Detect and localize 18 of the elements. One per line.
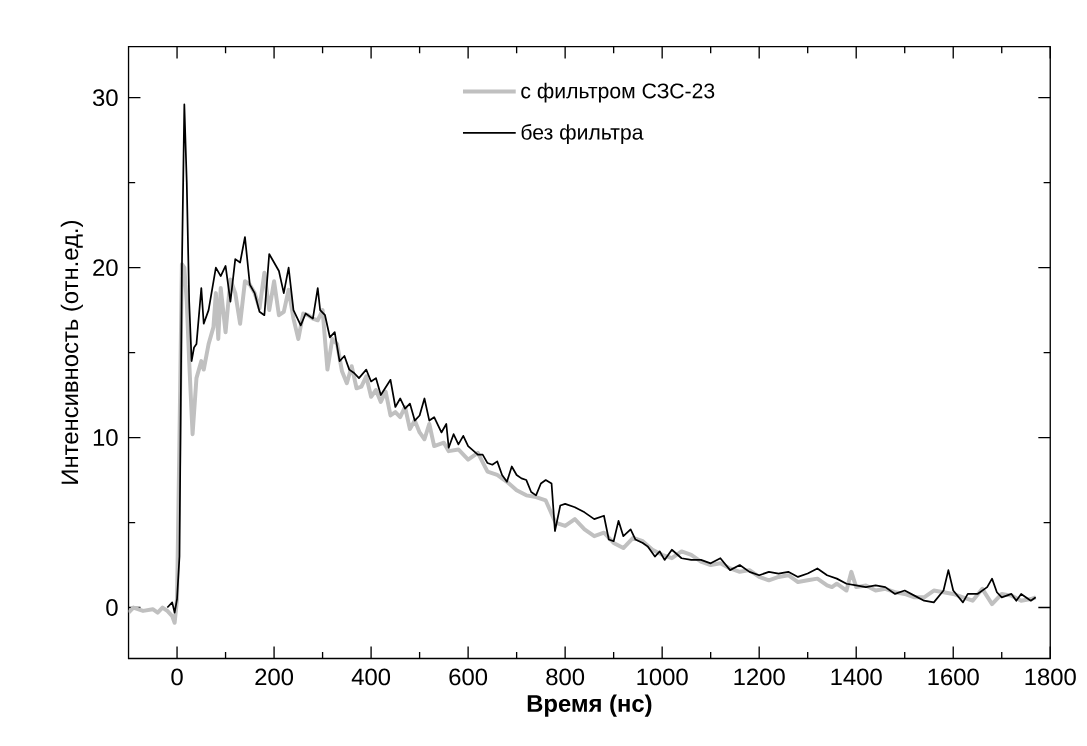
x-axis-title: Время (нс)	[527, 694, 652, 717]
x-tick-label: 600	[449, 668, 488, 686]
x-tick-label: 200	[255, 668, 294, 686]
x-tick-label: 1000	[637, 668, 688, 686]
legend-label: без фильтра	[521, 124, 644, 144]
x-tick-label: 400	[351, 668, 391, 686]
y-axis-title: Интенсивность (отн.ед.)	[60, 221, 83, 484]
x-tick-label: 0	[171, 668, 183, 686]
x-tick-label: 1400	[831, 668, 882, 686]
x-tick-label: 800	[546, 668, 585, 686]
y-tick-label: 10	[93, 429, 118, 447]
legend-label: с фильтром СЗС-23	[521, 82, 715, 103]
y-tick-label: 20	[93, 259, 118, 277]
y-tick-label: 30	[92, 89, 118, 107]
x-tick-label: 1800	[1025, 668, 1076, 686]
x-tick-label: 1600	[928, 668, 979, 686]
x-tick-label: 1200	[734, 668, 785, 686]
y-tick-label: 0	[106, 599, 118, 616]
